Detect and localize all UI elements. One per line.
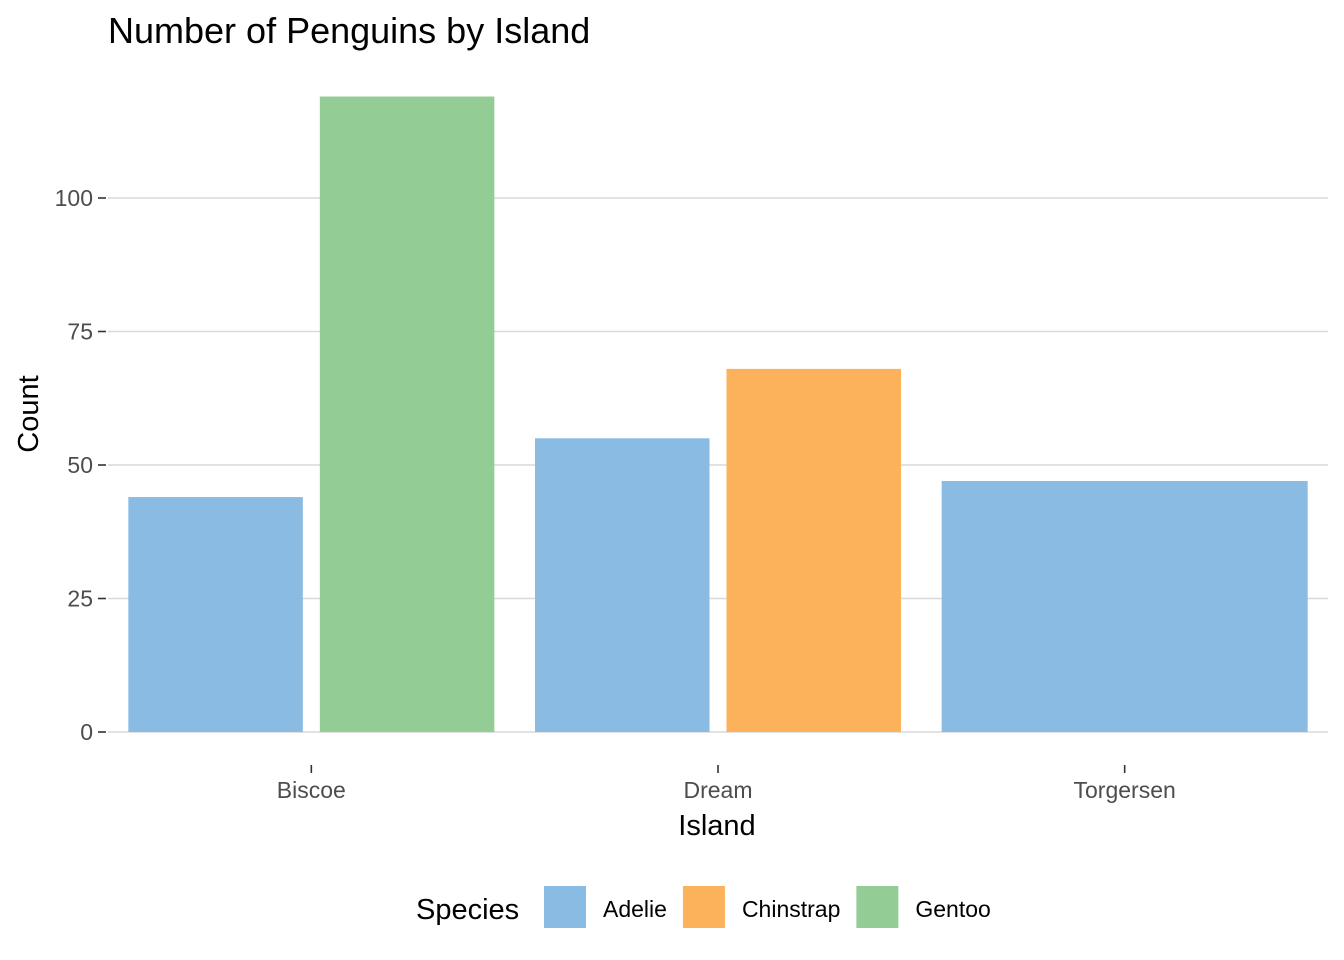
bar-adelie-torgersen <box>941 481 1308 732</box>
x-axis: Biscoe Dream Torgersen <box>277 765 1176 803</box>
bars <box>128 96 1308 733</box>
y-tick-label: 50 <box>67 452 93 478</box>
y-axis: 0 25 50 75 100 <box>55 185 106 745</box>
legend-swatch-adelie <box>544 886 586 928</box>
bar-chinstrap-dream <box>726 368 901 732</box>
bar-adelie-dream <box>535 438 710 732</box>
x-tick-label: Dream <box>683 777 752 803</box>
y-tick-label: 0 <box>80 719 93 745</box>
y-tick-label: 100 <box>55 185 93 211</box>
bar-gentoo-biscoe <box>319 96 495 733</box>
bar-adelie-biscoe <box>128 497 303 732</box>
chart-title: Number of Penguins by Island <box>108 10 590 51</box>
x-tick-label: Torgersen <box>1074 777 1176 803</box>
x-tick-label: Biscoe <box>277 777 346 803</box>
legend: Species Adelie Chinstrap Gentoo <box>416 886 991 928</box>
legend-title: Species <box>416 894 519 926</box>
x-axis-title: Island <box>678 810 755 842</box>
y-tick-label: 75 <box>67 319 93 345</box>
legend-label-adelie: Adelie <box>603 896 667 922</box>
y-axis-title: Count <box>13 375 45 452</box>
y-tick-label: 25 <box>67 586 93 612</box>
legend-label-gentoo: Gentoo <box>915 896 990 922</box>
legend-label-chinstrap: Chinstrap <box>742 896 840 922</box>
legend-swatch-gentoo <box>856 886 899 928</box>
legend-swatch-chinstrap <box>682 886 725 928</box>
